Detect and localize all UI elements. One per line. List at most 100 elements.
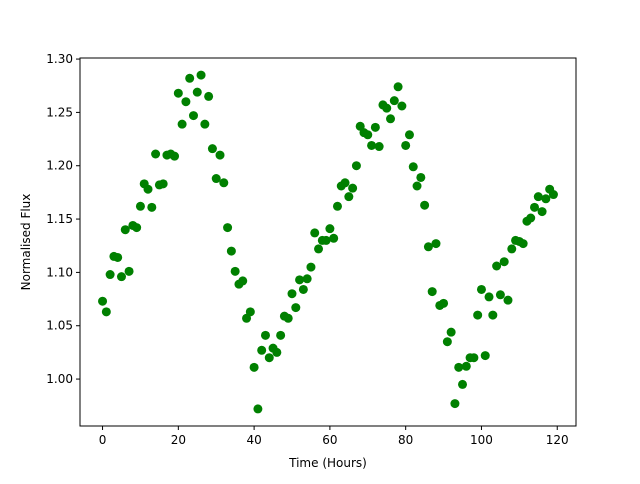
- data-point: [158, 179, 168, 189]
- data-point: [177, 119, 187, 129]
- data-point: [113, 252, 123, 262]
- data-point: [302, 274, 312, 284]
- data-point: [442, 337, 452, 347]
- data-point: [147, 202, 157, 212]
- data-point: [530, 202, 540, 212]
- data-point: [124, 266, 134, 276]
- data-point: [393, 82, 403, 92]
- data-point: [132, 223, 142, 233]
- data-point: [427, 287, 437, 297]
- data-point: [454, 362, 464, 372]
- data-point: [101, 307, 111, 317]
- data-point: [283, 313, 293, 323]
- data-point: [272, 347, 282, 357]
- data-point: [412, 181, 422, 191]
- data-point: [401, 140, 411, 150]
- data-point: [181, 97, 191, 107]
- data-point: [253, 404, 263, 414]
- y-axis-label: Normalised Flux: [19, 194, 33, 291]
- data-point: [135, 201, 145, 211]
- data-point: [226, 246, 236, 256]
- data-point: [518, 239, 528, 249]
- data-point: [386, 114, 396, 124]
- x-tick-label: 120: [546, 433, 569, 447]
- data-point: [314, 244, 324, 254]
- data-point: [389, 96, 399, 106]
- data-point: [548, 190, 558, 200]
- data-point: [499, 257, 509, 267]
- data-point: [230, 266, 240, 276]
- data-point: [173, 88, 183, 98]
- data-point: [295, 275, 305, 285]
- data-point: [423, 242, 433, 252]
- data-point: [488, 310, 498, 320]
- data-point: [492, 261, 502, 271]
- y-tick-label: 1.10: [46, 265, 73, 279]
- data-point: [507, 244, 517, 254]
- x-tick-label: 80: [398, 433, 413, 447]
- data-point: [188, 111, 198, 121]
- data-point: [420, 200, 430, 210]
- data-point: [306, 262, 316, 272]
- data-point: [367, 140, 377, 150]
- y-tick-label: 1.00: [46, 372, 73, 386]
- data-point: [382, 103, 392, 113]
- x-tick-label: 100: [470, 433, 493, 447]
- data-point: [264, 353, 274, 363]
- x-axis-label: Time (Hours): [288, 456, 367, 470]
- data-point: [537, 207, 547, 217]
- data-point: [408, 162, 418, 172]
- y-tick-label: 1.30: [46, 52, 73, 66]
- y-tick-label: 1.20: [46, 159, 73, 173]
- data-point: [526, 213, 536, 223]
- data-point: [219, 178, 229, 188]
- data-point: [260, 330, 270, 340]
- data-point: [344, 192, 354, 202]
- data-point: [196, 70, 206, 80]
- data-point: [473, 310, 483, 320]
- data-point: [484, 292, 494, 302]
- data-point: [204, 91, 214, 101]
- data-point: [450, 399, 460, 409]
- data-point: [249, 362, 259, 372]
- data-point: [461, 361, 471, 371]
- data-point: [238, 276, 248, 286]
- data-point: [170, 151, 180, 161]
- data-point: [458, 379, 468, 389]
- data-point: [374, 142, 384, 152]
- data-point: [541, 194, 551, 204]
- data-point: [291, 303, 301, 313]
- data-point: [325, 224, 335, 234]
- data-point: [351, 161, 361, 171]
- data-point: [116, 272, 126, 282]
- data-point: [185, 73, 195, 83]
- data-point: [310, 228, 320, 238]
- data-point: [416, 172, 426, 182]
- x-tick-label: 0: [99, 433, 107, 447]
- data-point: [120, 225, 130, 235]
- data-point: [476, 284, 486, 294]
- data-point: [105, 270, 115, 280]
- data-point: [329, 233, 339, 243]
- data-point: [397, 101, 407, 111]
- data-point: [98, 296, 108, 306]
- data-point: [495, 290, 505, 300]
- data-point: [503, 295, 513, 305]
- plot-frame: [79, 57, 577, 427]
- data-point: [469, 353, 479, 363]
- data-point: [298, 284, 308, 294]
- data-point: [215, 150, 225, 160]
- data-point: [257, 345, 267, 355]
- data-point: [276, 330, 286, 340]
- data-point: [287, 289, 297, 299]
- data-point: [431, 239, 441, 249]
- y-tick-label: 1.15: [46, 212, 73, 226]
- data-point: [200, 119, 210, 129]
- data-point: [348, 183, 358, 193]
- data-point: [245, 307, 255, 317]
- data-point: [321, 235, 331, 245]
- data-point: [439, 298, 449, 308]
- data-point: [370, 122, 380, 132]
- x-tick-label: 40: [246, 433, 261, 447]
- data-point: [363, 130, 373, 140]
